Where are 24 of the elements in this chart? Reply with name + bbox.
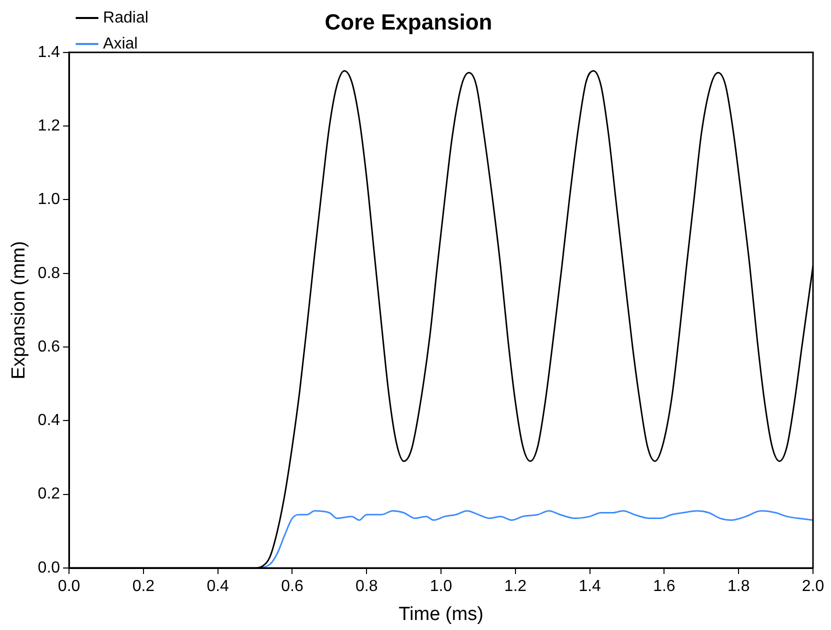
x-tick-label: 1.4 xyxy=(578,578,602,596)
y-tick-label: 0.0 xyxy=(38,559,60,576)
y-axis-title: Expansion (mm) xyxy=(8,241,30,380)
x-tick-label: 1.2 xyxy=(504,578,527,596)
x-tick-label: 2.0 xyxy=(802,578,824,596)
y-tick-label: 1.0 xyxy=(38,191,60,208)
x-axis-title: Time (ms) xyxy=(398,604,484,625)
y-tick-label: 0.2 xyxy=(38,486,60,503)
x-tick-label: 1.0 xyxy=(430,578,452,596)
x-tick-label: 0.4 xyxy=(206,578,230,596)
y-tick-label: 1.4 xyxy=(38,44,60,61)
legend-label: Axial xyxy=(103,35,138,52)
chart-title: Core Expansion xyxy=(324,9,492,34)
x-tick-label: 1.8 xyxy=(727,578,750,596)
legend-label: Radial xyxy=(103,9,148,26)
y-tick-label: 0.8 xyxy=(38,264,60,282)
y-tick-label: 0.6 xyxy=(38,338,60,356)
y-tick-label: 0.4 xyxy=(38,412,60,430)
x-tick-label: 0.6 xyxy=(281,578,304,596)
x-tick-label: 0.2 xyxy=(132,578,155,596)
y-tick-label: 1.2 xyxy=(38,117,60,134)
x-tick-label: 0.8 xyxy=(356,578,378,596)
x-tick-label: 0.0 xyxy=(58,578,80,596)
x-tick-label: 1.6 xyxy=(653,578,676,596)
